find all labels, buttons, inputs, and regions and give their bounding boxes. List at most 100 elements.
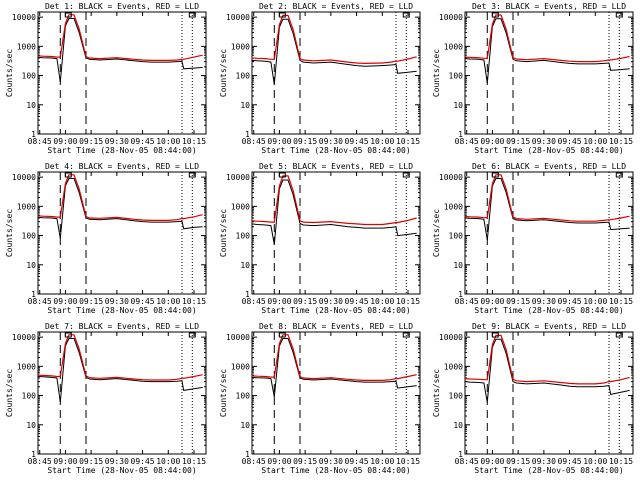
x-tick-label: 10:00 [583,457,607,466]
y-axis-label: Counts/sec [432,209,441,257]
x-tick-label: 08:45 [242,297,266,306]
saa-indicator-box [188,12,196,18]
x-tick-label: 09:30 [105,297,129,306]
x-tick-label: 09:15 [79,457,103,466]
x-axis-label: Start Time (28-Nov-05 08:44:00) [474,466,623,475]
x-tick-label: 09:45 [558,137,582,146]
lld-series-line [251,334,417,381]
plot-frame [251,11,421,135]
y-tick-label: 100 [236,72,251,81]
y-tick-label: 1 [458,450,463,459]
y-tick-label: 10 [26,101,36,110]
x-tick-label: 10:15 [396,457,420,466]
panel-title: Det 7: BLACK = Events, RED = LLD [45,322,199,331]
x-tick-label: 10:15 [182,457,206,466]
x-tick-label: 08:45 [455,297,479,306]
x-tick-label: 09:15 [293,457,317,466]
saa-indicator-box [615,332,623,338]
y-tick-label: 1 [245,130,250,139]
detector-panel-4: Det 4: BLACK = Events, RED = LLD Start Ti… [5,162,207,315]
detector-panel-5: Det 5: BLACK = Events, RED = LLD Start Ti… [219,162,421,315]
x-tick-label: 09:45 [345,137,369,146]
x-tick-label: 10:15 [182,297,206,306]
plot-frame [464,331,634,455]
x-tick-label: 08:45 [28,137,52,146]
y-tick-label: 10000 [226,173,250,182]
x-tick-label: 09:00 [267,137,291,146]
y-tick-label: 10000 [226,13,250,22]
x-axis-label: Start Time (28-Nov-05 08:44:00) [261,306,410,315]
saa-indicator-box [615,172,623,178]
x-tick-label: 09:00 [53,297,77,306]
y-tick-label: 1 [458,130,463,139]
x-tick-label: 09:30 [319,457,343,466]
x-tick-label: 09:30 [319,297,343,306]
y-tick-label: 10000 [226,333,250,342]
x-tick-label: 09:15 [506,137,530,146]
y-tick-label: 10 [453,421,463,430]
detector-panel-8: Det 8: BLACK = Events, RED = LLD Start Ti… [219,322,421,475]
panel-title: Det 3: BLACK = Events, RED = LLD [472,2,626,11]
detector-panel-9: Det 9: BLACK = Events, RED = LLD Start Ti… [432,322,634,475]
y-tick-label: 1000 [231,42,250,51]
saa-indicator-box [278,12,286,18]
x-tick-label: 09:15 [79,137,103,146]
x-tick-label: 09:15 [293,137,317,146]
x-tick-label: 09:00 [53,137,77,146]
x-tick-label: 10:00 [370,297,394,306]
x-tick-label: 09:00 [480,297,504,306]
plot-frame [37,171,207,295]
panel-title: Det 2: BLACK = Events, RED = LLD [259,2,413,11]
x-axis-label: Start Time (28-Nov-05 08:44:00) [47,466,196,475]
saa-indicator-box [188,172,196,178]
saa-indicator-box [402,332,410,338]
x-tick-label: 09:45 [131,137,155,146]
x-tick-label: 09:15 [506,297,530,306]
events-series-line [251,18,417,85]
y-tick-label: 10000 [12,13,36,22]
x-tick-label: 10:00 [156,137,180,146]
plot-frame [37,11,207,135]
x-axis-label: Start Time (28-Nov-05 08:44:00) [474,306,623,315]
x-tick-label: 10:15 [396,137,420,146]
panel-title: Det 1: BLACK = Events, RED = LLD [45,2,199,11]
plot-frame [37,331,207,455]
y-tick-label: 10 [240,421,250,430]
lld-series-line [37,334,203,381]
y-axis-label: Counts/sec [432,369,441,417]
x-tick-label: 10:15 [182,137,206,146]
saa-indicator-box [491,12,499,18]
lld-series-line [464,174,630,222]
y-tick-label: 10000 [439,333,463,342]
y-tick-label: 10000 [439,173,463,182]
y-tick-label: 1000 [231,202,250,211]
lld-series-line [37,174,203,221]
x-tick-label: 10:00 [156,297,180,306]
plot-frame [251,171,421,295]
y-axis-label: Counts/sec [5,209,14,257]
plot-frame [464,11,634,135]
y-tick-label: 10 [453,101,463,110]
y-tick-label: 10 [453,261,463,270]
y-axis-label: Counts/sec [219,49,228,97]
y-tick-label: 100 [22,232,37,241]
x-tick-label: 08:45 [242,457,266,466]
y-tick-label: 1 [31,450,36,459]
x-tick-label: 09:00 [480,457,504,466]
y-tick-label: 10000 [12,173,36,182]
x-tick-label: 09:30 [105,457,129,466]
y-tick-label: 10 [26,421,36,430]
y-tick-label: 1000 [17,202,36,211]
y-tick-label: 10 [240,261,250,270]
x-tick-label: 08:45 [242,137,266,146]
plot-frame [464,171,634,295]
saa-indicator-box [278,332,286,338]
saa-indicator-box [491,172,499,178]
panel-title: Det 8: BLACK = Events, RED = LLD [259,322,413,331]
y-tick-label: 10000 [12,333,36,342]
lld-series-line [37,14,203,62]
y-tick-label: 1 [31,130,36,139]
x-tick-label: 09:30 [319,137,343,146]
y-tick-label: 10 [240,101,250,110]
